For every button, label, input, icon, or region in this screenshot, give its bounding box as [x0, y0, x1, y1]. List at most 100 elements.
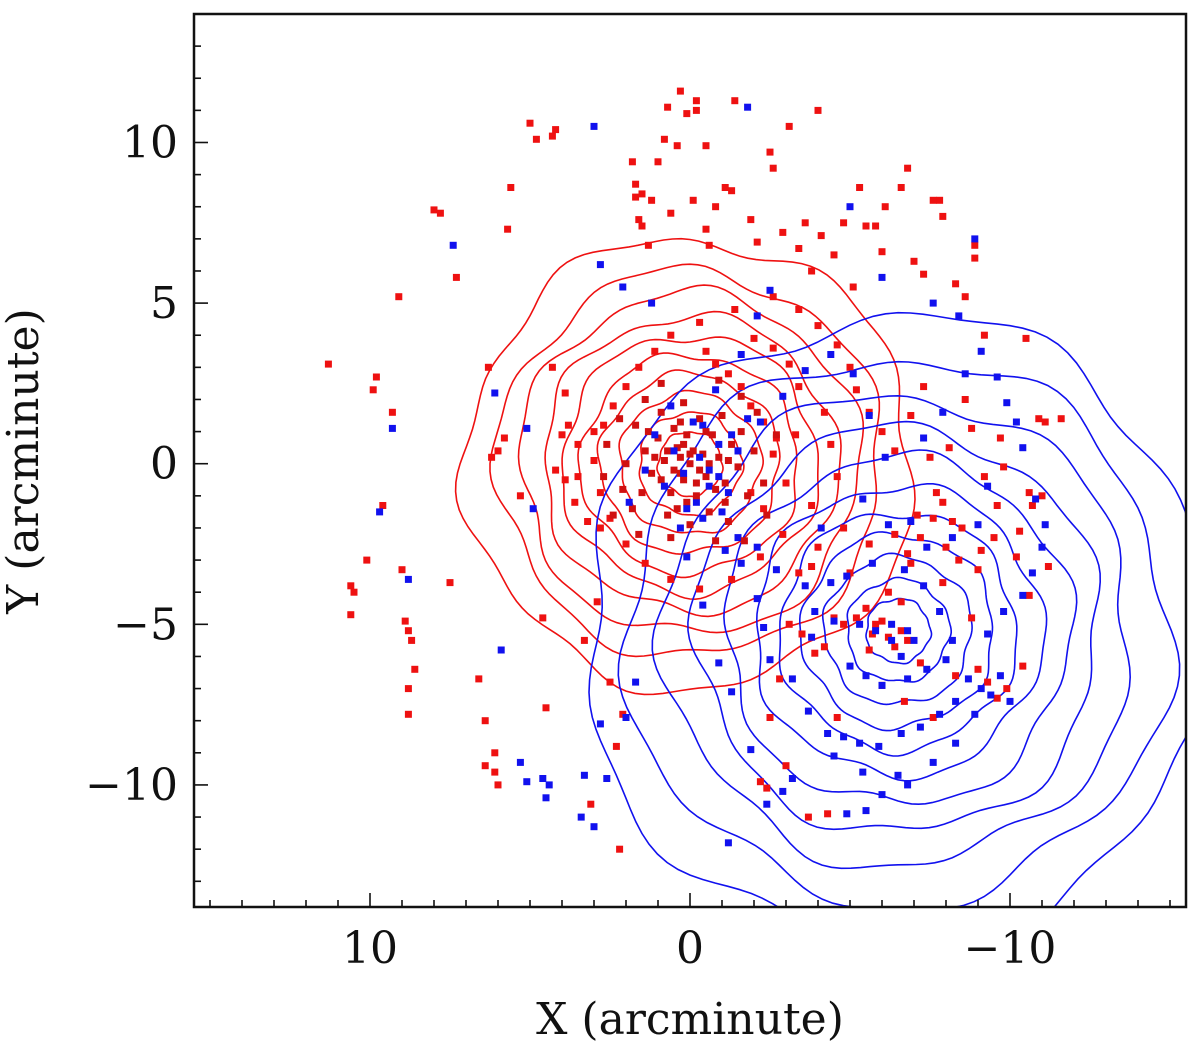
blue-point	[923, 665, 931, 673]
red-point	[795, 569, 803, 577]
red-core-point	[635, 530, 643, 538]
blue-point	[523, 424, 531, 432]
red-core-point	[676, 453, 684, 461]
red-point	[638, 222, 646, 230]
blue-point	[862, 672, 870, 680]
blue-contour-6	[755, 483, 1048, 782]
red-point	[891, 643, 899, 651]
blue-point	[897, 730, 905, 737]
blue-point	[756, 418, 764, 426]
red-point	[977, 546, 985, 554]
red-point	[968, 424, 976, 432]
blue-point	[388, 424, 396, 432]
red-point	[961, 396, 969, 403]
blue-point	[993, 373, 1001, 381]
red-point	[590, 457, 598, 464]
blue-point	[843, 810, 851, 818]
blue-contour-1	[865, 597, 933, 665]
red-point	[913, 511, 921, 519]
red-point	[990, 534, 998, 542]
red-point	[721, 184, 729, 191]
blue-point	[1041, 521, 1049, 529]
red-point	[504, 225, 512, 233]
red-point	[731, 97, 739, 105]
blue-point	[865, 412, 873, 419]
red-core-point	[718, 412, 726, 419]
blue-point	[846, 662, 854, 670]
red-point	[324, 360, 332, 368]
red-point	[641, 559, 649, 567]
red-point	[920, 383, 928, 391]
y-tick-label: −10	[85, 760, 178, 811]
blue-point	[692, 498, 700, 506]
red-point	[904, 550, 912, 558]
blue-point	[705, 482, 713, 490]
red-contour-8	[517, 284, 865, 634]
blue-point	[923, 543, 931, 551]
blue-point	[827, 579, 835, 587]
red-point	[1022, 334, 1030, 342]
red-core-point	[680, 399, 688, 407]
red-point	[632, 180, 640, 188]
red-point	[865, 540, 873, 548]
red-point	[1000, 463, 1008, 471]
red-point	[852, 614, 860, 622]
red-core-point	[734, 463, 742, 471]
blue-point	[737, 351, 745, 358]
red-point	[628, 158, 636, 166]
red-contour-5	[577, 352, 798, 579]
blue-core-points	[625, 402, 752, 522]
blue-contour-5	[778, 513, 1018, 757]
red-point	[833, 341, 841, 349]
red-core-point	[667, 534, 675, 542]
blue-point	[846, 203, 854, 211]
red-point	[776, 675, 784, 683]
red-core-point	[657, 476, 665, 484]
blue-core-point	[651, 431, 659, 439]
red-core-point	[657, 408, 665, 416]
red-point	[411, 665, 419, 673]
red-core-point	[641, 396, 649, 403]
blue-point	[996, 672, 1004, 680]
red-point	[808, 502, 816, 509]
red-point	[616, 845, 624, 853]
red-point	[638, 190, 646, 198]
blue-point	[884, 521, 892, 529]
red-core-point	[670, 424, 678, 432]
red-point	[644, 241, 652, 249]
blue-point	[808, 633, 816, 641]
blue-core-point	[680, 469, 688, 477]
red-core-point	[712, 485, 720, 493]
red-contour-7	[544, 310, 842, 618]
red-core-point	[740, 537, 748, 545]
red-point	[785, 122, 793, 130]
red-point	[996, 434, 1004, 442]
blue-point	[747, 746, 755, 754]
red-point	[881, 203, 889, 211]
red-point	[753, 238, 761, 246]
red-point	[593, 598, 601, 606]
blue-point	[977, 685, 985, 693]
red-point	[769, 450, 777, 458]
red-point	[516, 492, 524, 500]
blue-point	[788, 675, 796, 683]
blue-point	[862, 807, 870, 815]
red-core-point	[692, 479, 700, 487]
red-core-point	[744, 492, 752, 500]
red-core-point	[705, 460, 713, 468]
red-point	[900, 697, 908, 705]
red-point	[702, 225, 710, 233]
red-point	[961, 293, 969, 301]
blue-point	[900, 566, 908, 574]
blue-point	[728, 688, 736, 696]
red-point	[484, 363, 492, 371]
blue-point	[699, 421, 707, 429]
red-point	[872, 620, 880, 628]
blue-point	[801, 367, 809, 375]
blue-point	[811, 608, 819, 615]
red-point	[1012, 553, 1020, 561]
blue-core-point	[660, 482, 668, 490]
blue-point	[779, 392, 787, 400]
blue-point	[942, 656, 950, 664]
